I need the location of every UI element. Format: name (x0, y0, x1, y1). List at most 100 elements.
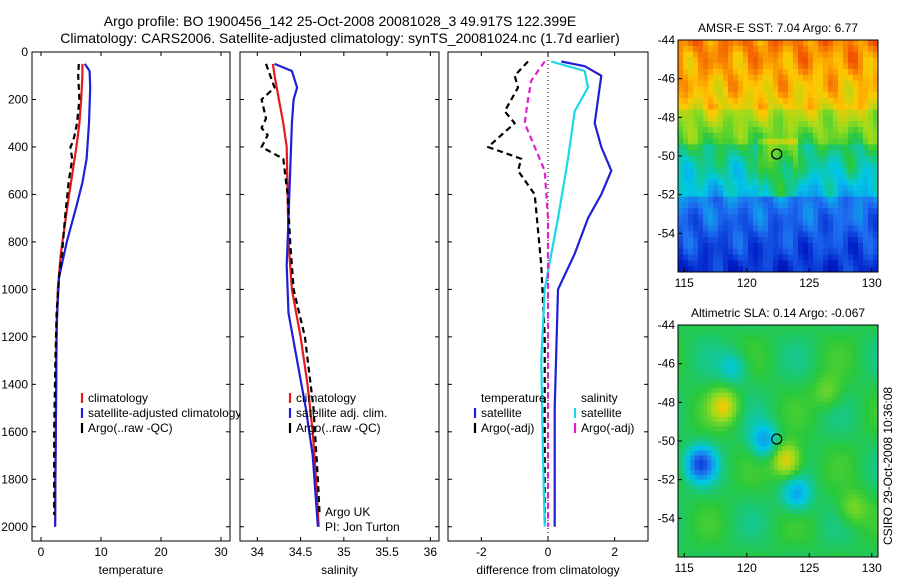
heatmap-cell (868, 173, 874, 180)
heatmap-cell (811, 479, 816, 485)
heatmap-cell (761, 465, 766, 471)
heatmap-cell (719, 508, 725, 514)
x-tick-label: 34.5 (289, 545, 313, 559)
heatmap-cell (758, 190, 764, 197)
heatmap-cell (803, 547, 808, 553)
legend-entry: satellite (481, 406, 522, 420)
heatmap-cell (698, 349, 704, 355)
heatmap-cell (857, 363, 862, 369)
heatmap-cell (869, 532, 875, 539)
heatmap-cell (758, 231, 764, 238)
heatmap-cell (843, 103, 849, 110)
heatmap-cell (853, 185, 859, 192)
heatmap-cell (683, 86, 689, 93)
heatmap-cell (703, 378, 708, 384)
heatmap-cell (832, 465, 837, 471)
heatmap-cell (818, 127, 824, 134)
heatmap-cell (840, 547, 846, 553)
heatmap-cell (848, 208, 854, 215)
heatmap-cell (843, 219, 849, 226)
heatmap-cell (823, 441, 829, 447)
heatmap-cell (718, 237, 724, 244)
heatmap-cell (828, 334, 833, 340)
heatmap-cell (782, 344, 787, 350)
heatmap-cell (732, 397, 737, 403)
heatmap-cell (844, 465, 850, 471)
heatmap-cell (743, 45, 749, 52)
heatmap-cell (723, 86, 729, 93)
heatmap-cell (778, 167, 784, 174)
heatmap-cell (848, 40, 854, 47)
heatmap-cell (858, 219, 864, 226)
heatmap-cell (686, 392, 691, 398)
heatmap-cell (707, 494, 712, 500)
heatmap-cell (711, 465, 716, 471)
heatmap-cell (869, 339, 875, 345)
heatmap-cell (723, 156, 729, 163)
heatmap-cell (838, 80, 844, 87)
heatmap-cell (815, 334, 821, 340)
heatmap-cell (715, 436, 721, 442)
heatmap-cell (715, 523, 721, 529)
heatmap-cell (786, 349, 791, 355)
heatmap-cell (828, 412, 833, 418)
heatmap-cell (823, 508, 829, 514)
heatmap-cell (733, 74, 739, 81)
heatmap-cell (736, 383, 741, 389)
heatmap-cell (823, 407, 829, 413)
heatmap-cell (768, 127, 774, 134)
heatmap-cell (857, 523, 862, 529)
heatmap-cell (733, 121, 739, 128)
heatmap-cell (843, 167, 849, 174)
heatmap-cell (803, 479, 808, 485)
heatmap-cell (786, 479, 791, 485)
heatmap-cell (783, 74, 789, 81)
heatmap-cell (719, 445, 725, 452)
heatmap-cell (811, 455, 816, 461)
heatmap-cell (713, 86, 719, 93)
heatmap-cell (858, 231, 864, 238)
heatmap-cell (863, 196, 869, 203)
heatmap-cell (690, 489, 696, 495)
heatmap-cell (793, 98, 799, 105)
heatmap-cell (819, 499, 825, 505)
heatmap-cell (686, 339, 691, 345)
heatmap-cell (740, 373, 746, 379)
heatmap-cell (686, 474, 691, 481)
heatmap-cell (732, 455, 737, 461)
heatmap-cell (698, 144, 704, 151)
heatmap-cell (828, 470, 833, 476)
heatmap-cell (698, 407, 704, 413)
heatmap-cell (703, 441, 708, 447)
heatmap-cell (793, 202, 799, 209)
heatmap-cell (788, 225, 794, 232)
heatmap-cell (832, 383, 837, 389)
heatmap-cell (873, 383, 879, 389)
heatmap-cell (693, 196, 699, 203)
heatmap-cell (807, 470, 812, 476)
heatmap-cell (744, 484, 750, 490)
heatmap-cell (819, 412, 825, 418)
heatmap-cell (844, 373, 850, 379)
heatmap-cell (768, 167, 774, 174)
heatmap-cell (698, 383, 704, 389)
heatmap-cell (783, 45, 789, 52)
heatmap-cell (743, 138, 749, 145)
heatmap-cell (778, 470, 783, 476)
heatmap-cell (763, 167, 769, 174)
heatmap-cell (848, 80, 854, 87)
heatmap-cell (818, 51, 824, 58)
heatmap-cell (723, 334, 729, 340)
heatmap-cell (808, 92, 814, 99)
heatmap-cell (848, 156, 854, 163)
heatmap-cell (707, 470, 712, 476)
heatmap-cell (698, 542, 704, 548)
heatmap-cell (868, 167, 874, 174)
heatmap-cell (868, 121, 874, 128)
heatmap-cell (728, 214, 734, 221)
heatmap-cell (683, 80, 689, 87)
heatmap-cell (688, 260, 694, 267)
heatmap-cell (857, 349, 862, 355)
heatmap-cell (690, 339, 696, 345)
heatmap-cell (815, 329, 821, 336)
